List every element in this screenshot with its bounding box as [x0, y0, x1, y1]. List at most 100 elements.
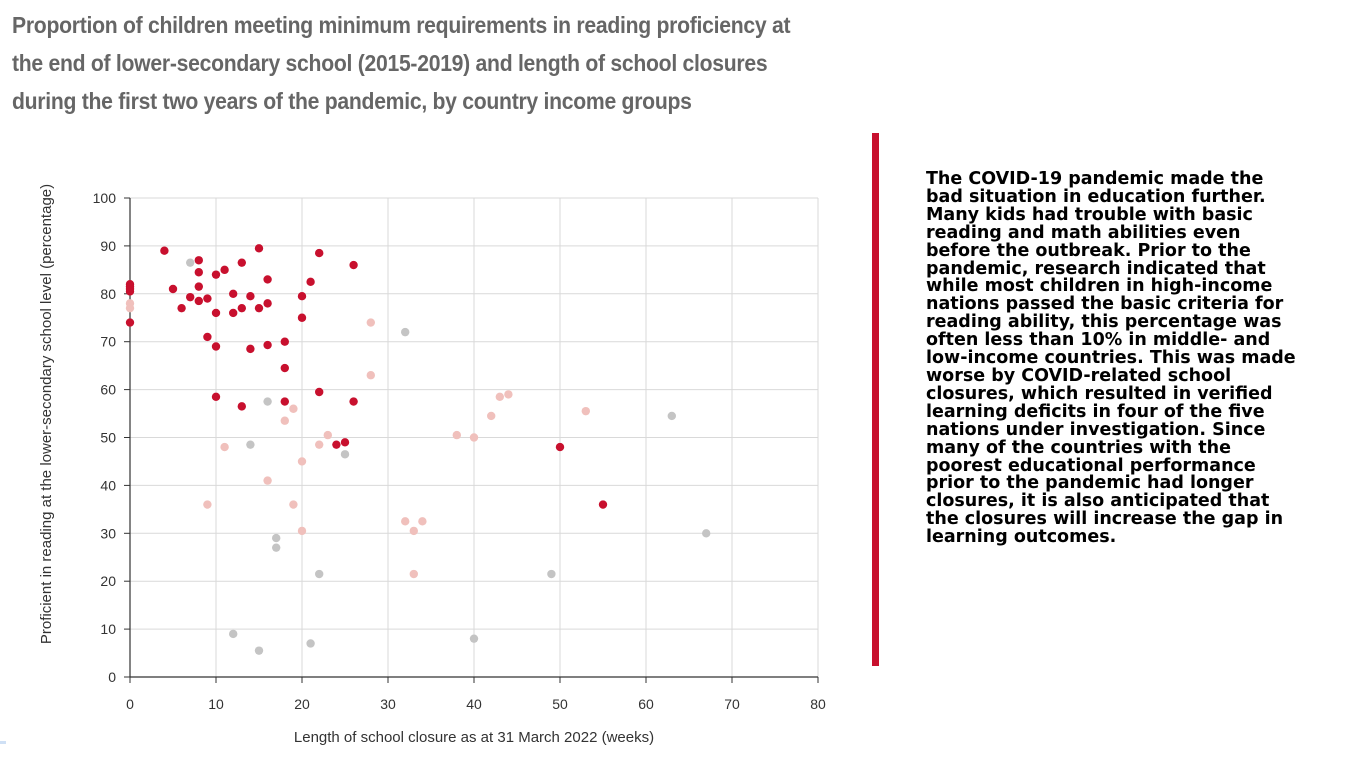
chart-title: Proportion of children meeting minimum r… — [12, 12, 791, 114]
x-tick-label: 30 — [380, 696, 396, 712]
data-point — [272, 533, 281, 543]
data-point — [366, 371, 375, 380]
y-tick-label: 0 — [108, 669, 116, 685]
data-point — [280, 337, 289, 346]
data-point — [418, 517, 427, 526]
data-point — [254, 303, 264, 313]
data-point — [487, 411, 496, 421]
data-point — [263, 299, 272, 308]
data-point — [469, 634, 479, 643]
data-point — [340, 450, 350, 459]
data-point — [203, 332, 212, 342]
data-point — [547, 569, 556, 579]
data-point — [297, 291, 307, 301]
data-point — [220, 442, 229, 452]
data-point — [280, 397, 289, 406]
data-point — [237, 303, 246, 313]
data-point — [401, 327, 410, 337]
data-point — [246, 291, 255, 301]
scatter-plot: 0 10 20 30 40 50 60 70 80 0 10 20 30 40 50 60 70 80 90 100… — [38, 184, 826, 746]
data-point — [160, 246, 169, 255]
data-point — [280, 363, 289, 373]
y-tick-label: 40 — [100, 477, 116, 493]
data-point — [237, 258, 246, 267]
y-tick-label: 90 — [100, 238, 116, 254]
data-point — [702, 529, 711, 538]
x-axis-label: Length of school closure as at 31 March … — [294, 729, 654, 746]
y-tick-label: 100 — [93, 190, 117, 206]
data-point — [125, 287, 135, 296]
data-point — [254, 646, 264, 655]
data-point — [306, 639, 315, 648]
data-point — [177, 303, 186, 313]
data-point — [263, 275, 272, 284]
data-point — [125, 318, 135, 327]
data-point — [263, 476, 272, 485]
data-point — [237, 402, 246, 411]
data-point — [495, 392, 504, 401]
x-tick-label: 60 — [638, 696, 654, 712]
data-point — [289, 404, 298, 413]
data-point — [598, 500, 608, 509]
x-tick-label: 40 — [466, 696, 482, 712]
data-point — [272, 543, 281, 552]
data-point — [203, 294, 212, 303]
x-tick-label: 80 — [810, 696, 826, 712]
x-tick-label: 0 — [126, 696, 134, 712]
data-point — [401, 517, 410, 526]
y-tick-label: 20 — [100, 573, 116, 589]
y-tick-label: 10 — [100, 621, 116, 637]
x-tick-labels: 0 10 20 30 40 50 60 70 80 — [126, 696, 826, 712]
commentary-text: The COVID-19 pandemic made the bad situa… — [926, 169, 1296, 548]
data-point — [186, 292, 195, 302]
data-point — [297, 313, 307, 322]
y-tick-label: 50 — [100, 430, 116, 446]
data-point — [220, 265, 229, 275]
y-tick-label: 80 — [100, 286, 116, 302]
data-point — [452, 430, 461, 440]
x-tick-label: 20 — [294, 696, 310, 712]
data-point — [263, 397, 272, 406]
data-point — [229, 308, 238, 318]
data-point — [211, 270, 221, 279]
data-point — [229, 289, 238, 298]
data-point — [211, 392, 221, 401]
data-point — [306, 277, 315, 287]
data-point — [211, 342, 221, 351]
data-point — [263, 340, 272, 350]
data-point — [332, 440, 341, 449]
divider-bar — [872, 133, 879, 666]
data-point — [581, 406, 590, 416]
corner-mark — [0, 741, 6, 744]
x-tick-label: 70 — [724, 696, 740, 712]
data-point — [125, 303, 135, 313]
data-point — [297, 457, 307, 466]
data-point — [211, 308, 221, 318]
data-point — [555, 442, 565, 452]
y-axis-label: Proficient in reading at the lower-secon… — [38, 184, 55, 644]
y-tick-label: 30 — [100, 525, 116, 541]
data-point — [297, 526, 307, 536]
data-point — [194, 256, 203, 265]
data-point — [203, 500, 212, 509]
x-tick-label: 10 — [208, 696, 224, 712]
data-point — [229, 629, 238, 639]
data-point — [280, 416, 289, 425]
data-point — [168, 284, 178, 294]
data-point — [194, 268, 203, 277]
data-points — [125, 244, 711, 655]
x-tick-label: 50 — [552, 696, 568, 712]
data-point — [194, 296, 203, 306]
data-point — [289, 500, 298, 509]
data-point — [349, 260, 358, 270]
y-tick-label: 60 — [100, 382, 116, 398]
data-point — [504, 390, 513, 399]
data-point — [469, 433, 479, 442]
data-point — [409, 569, 418, 579]
y-tick-labels: 0 10 20 30 40 50 60 70 80 90 100 — [93, 190, 117, 685]
data-point — [246, 440, 255, 449]
y-tick-label: 70 — [100, 334, 116, 350]
data-point — [323, 430, 332, 440]
data-point — [349, 397, 358, 406]
data-point — [315, 569, 324, 579]
